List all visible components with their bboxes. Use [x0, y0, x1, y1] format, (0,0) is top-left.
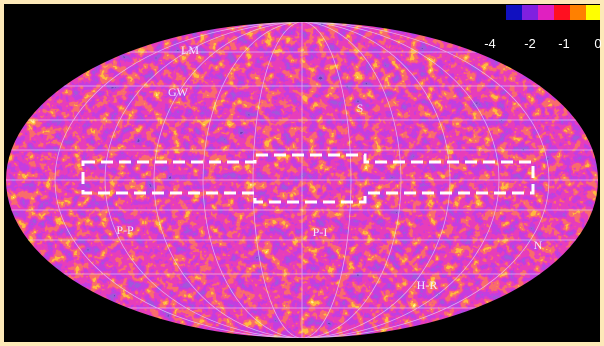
- colorbar: [490, 5, 600, 20]
- region-label: GW: [168, 85, 189, 99]
- region-label: LM: [181, 43, 199, 57]
- region-label: S: [357, 101, 364, 115]
- region-label: P-I: [313, 225, 328, 239]
- page: -4 -2 -1 0 LM GW S P-P P-I N H-R (() => …: [0, 0, 604, 346]
- colorbar-tick: 0: [594, 36, 601, 51]
- region-label: P-P: [116, 223, 134, 237]
- region-label: N: [534, 238, 543, 252]
- colorbar-tick: -4: [484, 36, 496, 51]
- colorbar-tick: -1: [558, 36, 570, 51]
- sky-map: -4 -2 -1 0 LM GW S P-P P-I N H-R: [0, 0, 604, 346]
- region-label: H-R: [417, 278, 438, 292]
- colorbar-tick: -2: [524, 36, 536, 51]
